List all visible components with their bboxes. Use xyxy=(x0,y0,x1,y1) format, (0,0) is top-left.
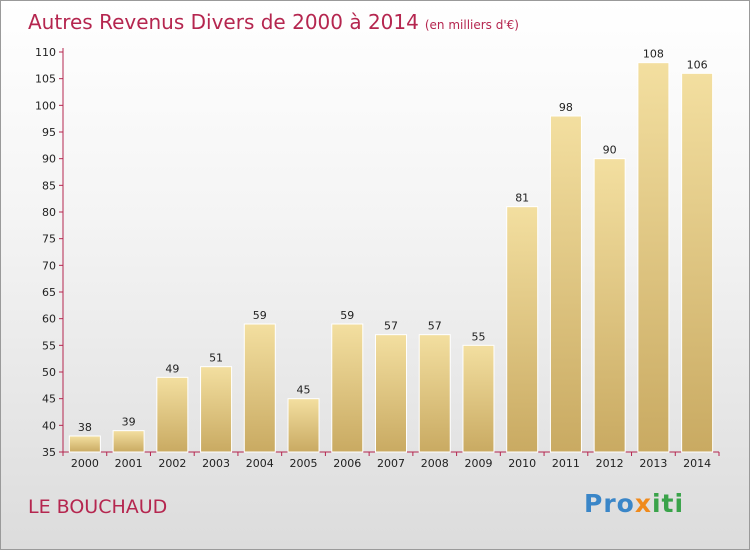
bar-value-label: 45 xyxy=(297,384,311,397)
chart-subtitle: (en milliers d'€) xyxy=(424,18,519,32)
bar xyxy=(200,366,233,453)
proxiti-logo: Proxiti xyxy=(584,489,684,518)
bar-value-label: 49 xyxy=(165,362,179,375)
x-tick-label: 2000 xyxy=(71,457,99,470)
bar-value-label: 59 xyxy=(253,309,267,322)
bar xyxy=(287,398,320,453)
y-tick-label: 40 xyxy=(42,419,56,432)
bar-value-label: 108 xyxy=(643,48,664,61)
bar-value-label: 55 xyxy=(471,330,485,343)
bar-value-label: 98 xyxy=(559,101,573,114)
y-tick-label: 35 xyxy=(42,446,56,459)
chart-title-text: Autres Revenus Divers de 2000 à 2014 xyxy=(28,10,419,34)
y-tick-label: 55 xyxy=(42,339,56,352)
x-tick-label: 2003 xyxy=(202,457,230,470)
bar xyxy=(549,115,582,453)
y-tick-label: 95 xyxy=(42,126,56,139)
logo-part-1: Pro xyxy=(584,489,635,518)
x-tick-label: 2001 xyxy=(115,457,143,470)
bar xyxy=(418,334,451,453)
x-tick-label: 2004 xyxy=(246,457,274,470)
bar xyxy=(243,323,276,453)
x-tick-label: 2014 xyxy=(683,457,711,470)
x-tick-label: 2013 xyxy=(639,457,667,470)
y-tick-label: 45 xyxy=(42,393,56,406)
y-tick-label: 80 xyxy=(42,206,56,219)
bar xyxy=(112,430,145,453)
city-name: LE BOUCHAUD xyxy=(28,496,168,518)
x-tick-label: 2006 xyxy=(333,457,361,470)
bar-value-label: 106 xyxy=(687,58,708,71)
x-tick-label: 2010 xyxy=(508,457,536,470)
bar-value-label: 51 xyxy=(209,352,223,365)
logo-part-2: x xyxy=(634,489,652,518)
x-tick-label: 2008 xyxy=(421,457,449,470)
y-tick-label: 110 xyxy=(35,46,56,59)
bar xyxy=(156,376,189,453)
y-tick-label: 75 xyxy=(42,233,56,246)
logo-part-3: iti xyxy=(651,489,685,518)
bar xyxy=(462,344,495,453)
chart-title: Autres Revenus Divers de 2000 à 2014 (en … xyxy=(28,10,519,34)
x-tick-label: 2007 xyxy=(377,457,405,470)
x-tick-label: 2011 xyxy=(552,457,580,470)
x-tick-label: 2012 xyxy=(596,457,624,470)
x-tick-label: 2002 xyxy=(158,457,186,470)
bar-value-label: 38 xyxy=(78,421,92,434)
bar-value-label: 90 xyxy=(603,144,617,157)
bar xyxy=(375,334,407,453)
bar-value-label: 57 xyxy=(384,320,398,333)
bar-value-label: 59 xyxy=(340,309,354,322)
bar-value-label: 57 xyxy=(428,320,442,333)
bar xyxy=(331,323,364,453)
y-tick-label: 105 xyxy=(35,73,56,86)
y-tick-label: 65 xyxy=(42,286,56,299)
y-tick-label: 100 xyxy=(35,99,56,112)
bar xyxy=(68,435,101,453)
y-tick-label: 70 xyxy=(42,259,56,272)
bar-value-label: 39 xyxy=(122,416,136,429)
y-tick-label: 50 xyxy=(42,366,56,379)
x-tick-label: 2005 xyxy=(290,457,318,470)
y-tick-label: 90 xyxy=(42,153,56,166)
bar xyxy=(506,206,539,453)
y-tick-label: 85 xyxy=(42,179,56,192)
bar xyxy=(637,62,670,453)
y-tick-label: 60 xyxy=(42,313,56,326)
x-tick-label: 2009 xyxy=(464,457,492,470)
bar-value-label: 81 xyxy=(515,192,529,205)
bar xyxy=(681,72,714,453)
bar xyxy=(593,158,626,453)
